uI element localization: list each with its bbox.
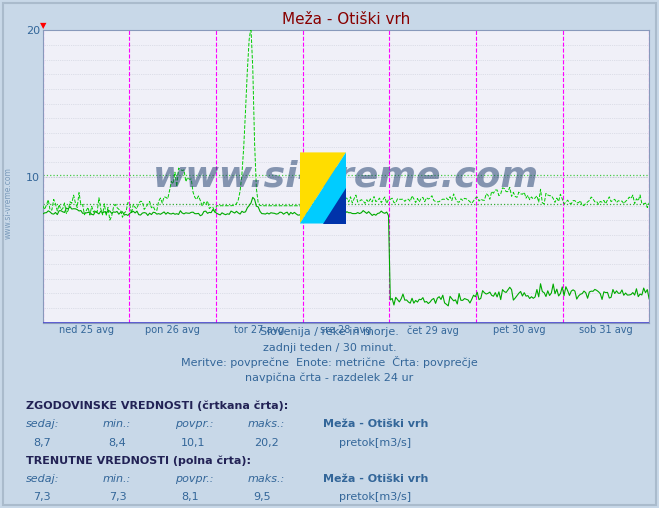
Text: 8,1: 8,1 <box>181 492 199 502</box>
Text: 9,5: 9,5 <box>254 492 272 502</box>
Polygon shape <box>323 188 346 224</box>
Text: 7,3: 7,3 <box>109 492 127 502</box>
Text: maks.:: maks.: <box>247 419 285 429</box>
Text: zadnji teden / 30 minut.: zadnji teden / 30 minut. <box>263 342 396 353</box>
Text: sedaj:: sedaj: <box>26 419 60 429</box>
Text: Slovenija / reke in morje.: Slovenija / reke in morje. <box>260 327 399 337</box>
Text: min.:: min.: <box>102 419 130 429</box>
Text: 7,3: 7,3 <box>33 492 51 502</box>
Text: 8,4: 8,4 <box>109 437 127 448</box>
Polygon shape <box>300 152 346 224</box>
Text: min.:: min.: <box>102 474 130 484</box>
Text: Meritve: povprečne  Enote: metrične  Črta: povprečje: Meritve: povprečne Enote: metrične Črta:… <box>181 356 478 368</box>
Text: Meža - Otiški vrh: Meža - Otiški vrh <box>323 419 428 429</box>
Text: navpična črta - razdelek 24 ur: navpična črta - razdelek 24 ur <box>245 372 414 383</box>
Text: 20,2: 20,2 <box>254 437 279 448</box>
Text: ZGODOVINSKE VREDNOSTI (črtkana črta):: ZGODOVINSKE VREDNOSTI (črtkana črta): <box>26 400 289 411</box>
Title: Meža - Otiški vrh: Meža - Otiški vrh <box>282 12 410 26</box>
Text: sedaj:: sedaj: <box>26 474 60 484</box>
Text: ▼: ▼ <box>40 21 46 30</box>
Text: povpr.:: povpr.: <box>175 474 213 484</box>
Polygon shape <box>300 152 346 224</box>
Text: 8,7: 8,7 <box>33 437 51 448</box>
Text: povpr.:: povpr.: <box>175 419 213 429</box>
Text: maks.:: maks.: <box>247 474 285 484</box>
Text: pretok[m3/s]: pretok[m3/s] <box>339 492 411 502</box>
Text: www.si-vreme.com: www.si-vreme.com <box>3 167 13 239</box>
Text: Meža - Otiški vrh: Meža - Otiški vrh <box>323 474 428 484</box>
Text: www.si-vreme.com: www.si-vreme.com <box>153 160 539 194</box>
Text: 10,1: 10,1 <box>181 437 206 448</box>
Text: TRENUTNE VREDNOSTI (polna črta):: TRENUTNE VREDNOSTI (polna črta): <box>26 455 251 466</box>
Text: pretok[m3/s]: pretok[m3/s] <box>339 437 411 448</box>
